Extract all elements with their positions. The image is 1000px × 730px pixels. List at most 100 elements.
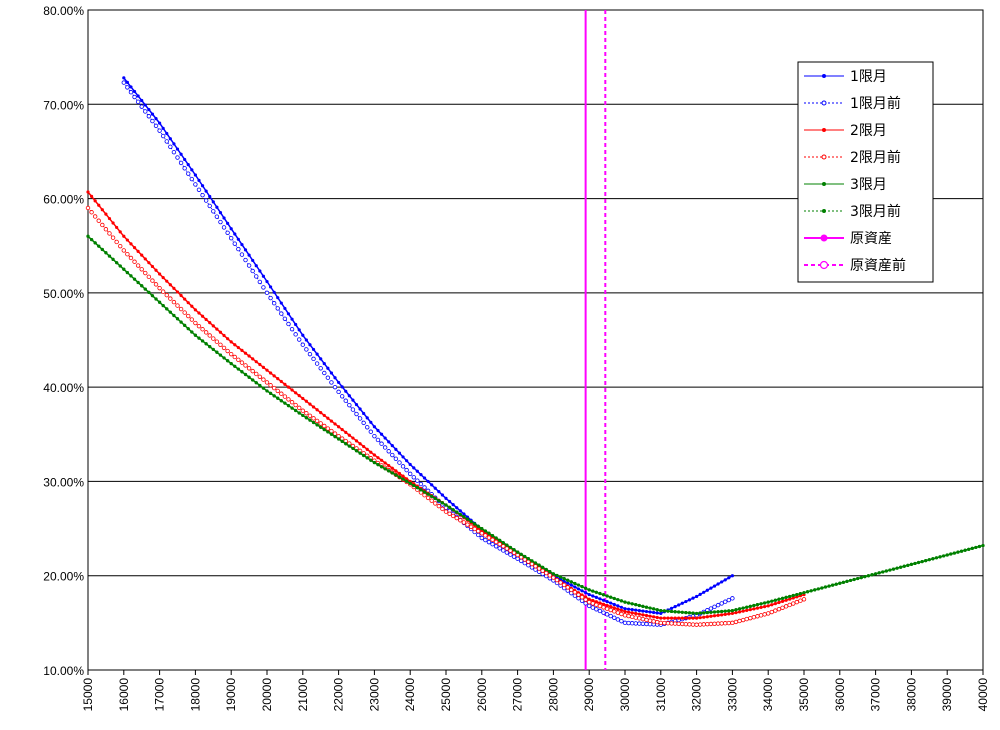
series-point xyxy=(383,461,387,465)
series-point xyxy=(655,619,660,625)
series-point xyxy=(576,592,581,597)
series-point xyxy=(150,294,155,298)
series-point xyxy=(587,599,592,605)
series-point xyxy=(569,580,573,584)
series-point xyxy=(254,371,259,377)
series-point xyxy=(784,595,788,600)
x-tick-label: 39000 xyxy=(940,678,954,712)
series-point xyxy=(393,456,399,461)
series-point xyxy=(390,444,394,448)
series-point xyxy=(268,391,273,395)
series-point xyxy=(243,257,248,263)
series-point xyxy=(207,203,212,209)
x-tick-label: 15000 xyxy=(81,678,95,712)
x-tick-label: 24000 xyxy=(403,678,417,712)
series-point xyxy=(612,606,616,610)
series-point xyxy=(730,620,735,626)
series-point xyxy=(741,609,745,613)
series-point xyxy=(597,608,603,614)
series-point xyxy=(289,400,295,405)
series-point xyxy=(261,377,266,382)
series-point xyxy=(272,290,276,294)
series-point xyxy=(723,609,727,613)
series-point xyxy=(193,173,197,177)
series-point xyxy=(673,605,677,609)
series-point xyxy=(870,573,874,577)
series-point xyxy=(641,609,645,613)
x-tick-label: 19000 xyxy=(224,678,238,712)
legend-marker xyxy=(822,182,826,186)
series-point xyxy=(834,582,838,586)
series-point xyxy=(154,297,158,301)
series-point xyxy=(458,512,462,517)
series-point xyxy=(125,85,130,90)
series-point xyxy=(751,615,757,620)
series-point xyxy=(476,532,481,538)
series-point xyxy=(644,613,649,618)
series-point xyxy=(426,492,430,496)
series-point xyxy=(426,479,430,484)
series-point xyxy=(816,587,820,591)
series-point xyxy=(175,303,180,308)
series-point xyxy=(737,610,742,614)
series-point xyxy=(315,352,319,356)
series-point xyxy=(773,608,778,613)
series-point xyxy=(891,567,896,571)
series-point xyxy=(629,614,635,620)
series-point xyxy=(276,296,280,300)
series-point xyxy=(672,621,678,626)
series-point xyxy=(626,607,631,611)
series-point xyxy=(634,603,638,607)
series-point xyxy=(909,562,914,567)
series-point xyxy=(590,601,595,606)
series-point xyxy=(357,416,363,421)
series-point xyxy=(906,563,910,567)
series-point xyxy=(447,505,452,509)
series-point xyxy=(641,604,645,608)
series-point xyxy=(318,366,323,371)
series-point xyxy=(705,588,709,592)
series-point xyxy=(626,610,631,614)
series-point xyxy=(798,598,803,603)
series-point xyxy=(490,542,495,547)
series-point xyxy=(254,381,258,385)
series-point xyxy=(773,602,777,606)
series-point xyxy=(683,621,689,627)
series-point xyxy=(633,621,638,626)
series-point xyxy=(107,254,112,258)
series-point xyxy=(408,481,412,485)
series-point xyxy=(433,501,438,506)
series-point xyxy=(319,357,323,361)
series-point xyxy=(329,428,334,434)
series-point xyxy=(208,345,212,349)
series-point xyxy=(584,586,588,590)
series-point xyxy=(791,593,795,598)
legend-marker xyxy=(821,100,827,106)
series-point xyxy=(597,603,603,609)
series-point xyxy=(662,616,666,620)
series-point xyxy=(376,463,380,467)
series-point xyxy=(748,604,752,608)
series-point xyxy=(555,573,559,578)
series-point xyxy=(104,251,108,255)
series-point xyxy=(594,595,598,600)
series-point xyxy=(132,246,137,250)
series-point xyxy=(648,610,652,614)
series-point xyxy=(147,107,151,112)
series-point xyxy=(450,513,456,519)
series-point xyxy=(193,182,198,187)
series-point xyxy=(304,416,308,420)
series-point xyxy=(125,238,129,242)
series-point xyxy=(168,144,173,150)
series-point xyxy=(282,316,288,321)
series-point xyxy=(351,446,355,451)
legend-marker xyxy=(822,209,826,213)
series-point xyxy=(720,613,724,617)
series-point xyxy=(813,588,817,592)
series-point xyxy=(236,237,240,241)
series-point xyxy=(455,510,459,514)
series-point xyxy=(801,597,807,602)
series-point xyxy=(172,142,176,146)
series-point xyxy=(379,458,384,462)
series-point xyxy=(655,608,659,612)
